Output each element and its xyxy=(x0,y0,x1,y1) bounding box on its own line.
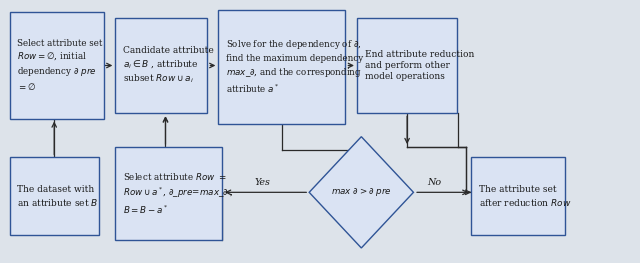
Bar xyxy=(218,10,346,124)
Text: Select attribute set
$Row = \emptyset$, initial
dependency $\partial$ $pre$
$=\e: Select attribute set $Row = \emptyset$, … xyxy=(17,39,102,92)
Polygon shape xyxy=(309,137,413,248)
Bar xyxy=(357,18,458,113)
Text: Select attribute $Row$ $=$
$Row \cup a^*$, $\partial\_pre$=$max\_\partial$ ,
$B : Select attribute $Row$ $=$ $Row \cup a^*… xyxy=(123,171,234,216)
Text: Yes: Yes xyxy=(255,178,271,187)
Text: The attribute set
after reduction $Row$: The attribute set after reduction $Row$ xyxy=(479,185,572,208)
Bar xyxy=(471,157,565,235)
Text: Solve for the dependency of $\partial$,
find the maximum dependency
$max\_\parti: Solve for the dependency of $\partial$, … xyxy=(226,38,363,95)
Text: The dataset with
an attribute set $B$: The dataset with an attribute set $B$ xyxy=(17,185,99,208)
Text: No: No xyxy=(428,178,442,187)
Text: $max\ \partial > \partial\ pre$: $max\ \partial > \partial\ pre$ xyxy=(331,186,392,198)
Bar xyxy=(10,12,104,119)
Bar xyxy=(10,157,99,235)
Bar xyxy=(115,18,207,113)
Text: Candidate attribute
$a_i \in B$ , attribute
subset $Row \cup a_i$: Candidate attribute $a_i \in B$ , attrib… xyxy=(123,46,214,85)
Bar xyxy=(115,147,222,240)
Text: End attribute reduction
and perform other
model operations: End attribute reduction and perform othe… xyxy=(365,49,474,82)
